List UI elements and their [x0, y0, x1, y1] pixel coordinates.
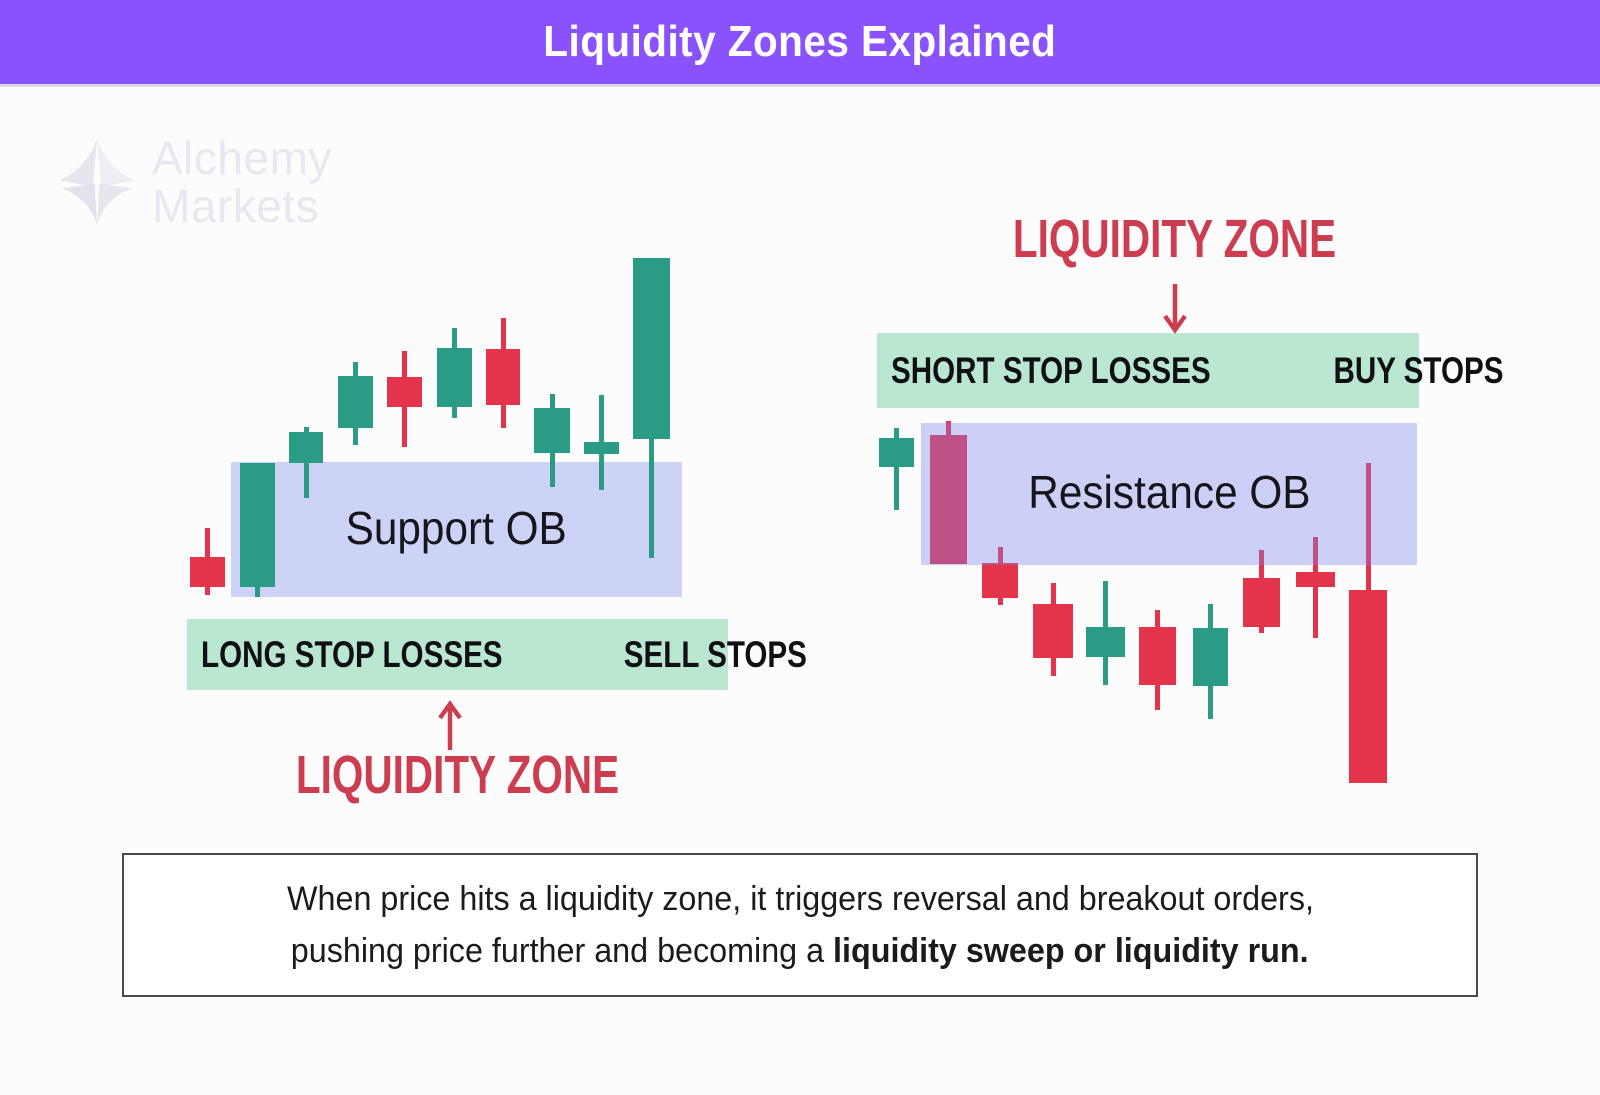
left-candle-9-body [584, 442, 619, 454]
left-candle-10-body [633, 258, 670, 439]
left-ob-label: Support OB [231, 500, 682, 554]
right-candle-7-body [1193, 628, 1228, 686]
right-ob-label-text: Resistance OB [1027, 465, 1311, 518]
right-ob-label: Resistance OB [921, 465, 1417, 519]
right-liquidity-zone-title-text: LIQUIDITY ZONE [1013, 209, 1337, 269]
right-candle-4-body [1033, 604, 1073, 658]
right-candle-6-body [1139, 627, 1176, 685]
left-candle-7-body [486, 349, 520, 405]
left-candle-2-body [240, 463, 275, 587]
right-candle-1-wick [894, 428, 899, 510]
down-arrow-icon [1163, 284, 1187, 334]
header-bar: Liquidity Zones Explained [0, 0, 1600, 87]
left-candle-4-body [338, 376, 373, 428]
left-candle-1-body [190, 557, 225, 587]
brand-name-line2: Markets [152, 180, 320, 232]
left-ob-label-text: Support OB [345, 501, 568, 554]
left-candle-8-body [534, 408, 570, 453]
right-stops-right-label: BUY STOPS [1333, 349, 1504, 391]
right-candle-10-body [1349, 590, 1387, 783]
right-candle-9-wick [1313, 537, 1318, 638]
up-arrow-icon [438, 700, 462, 750]
right-candle-9-body [1296, 572, 1335, 587]
right-ob-zone: Resistance OB [921, 423, 1417, 565]
left-stops-right-label: SELL STOPS [623, 633, 807, 675]
explanation-box: When price hits a liquidity zone, it tri… [122, 853, 1478, 997]
right-stops-zone: SHORT STOP LOSSES BUY STOPS [877, 333, 1503, 408]
explanation-line1: When price hits a liquidity zone, it tri… [286, 880, 1314, 918]
left-candle-5-body [387, 377, 422, 407]
right-candle-8-body [1243, 578, 1280, 627]
right-stops-left-label: SHORT STOP LOSSES [891, 349, 1211, 391]
brand-name: Alchemy Markets [152, 134, 332, 230]
page-title: Liquidity Zones Explained [543, 17, 1057, 66]
left-liquidity-zone-title-text: LIQUIDITY ZONE [295, 745, 620, 805]
left-candle-6-body [437, 348, 472, 407]
alchemy-diamond-icon [59, 138, 135, 226]
explanation-line2: pushing price further and becoming a liq… [291, 926, 1309, 976]
right-candle-5-body [1086, 627, 1125, 657]
left-candle-3-body [289, 432, 323, 463]
left-liquidity-zone-title: LIQUIDITY ZONE [187, 744, 728, 806]
explanation-line2-normal: pushing price further and becoming a [291, 932, 834, 970]
right-candle-3-body [982, 563, 1018, 598]
left-ob-zone: Support OB [231, 462, 682, 597]
brand-name-line1: Alchemy [152, 132, 332, 184]
left-stops-zone: LONG STOP LOSSES SELL STOPS [187, 619, 807, 690]
right-candle-2-body [930, 435, 967, 564]
right-candle-1-body [879, 438, 914, 467]
explanation-line2-bold: liquidity sweep or liquidity run. [833, 932, 1309, 970]
right-liquidity-zone-title: LIQUIDITY ZONE [905, 208, 1445, 270]
left-stops-left-label: LONG STOP LOSSES [201, 633, 503, 675]
brand-watermark: Alchemy Markets [56, 128, 332, 236]
